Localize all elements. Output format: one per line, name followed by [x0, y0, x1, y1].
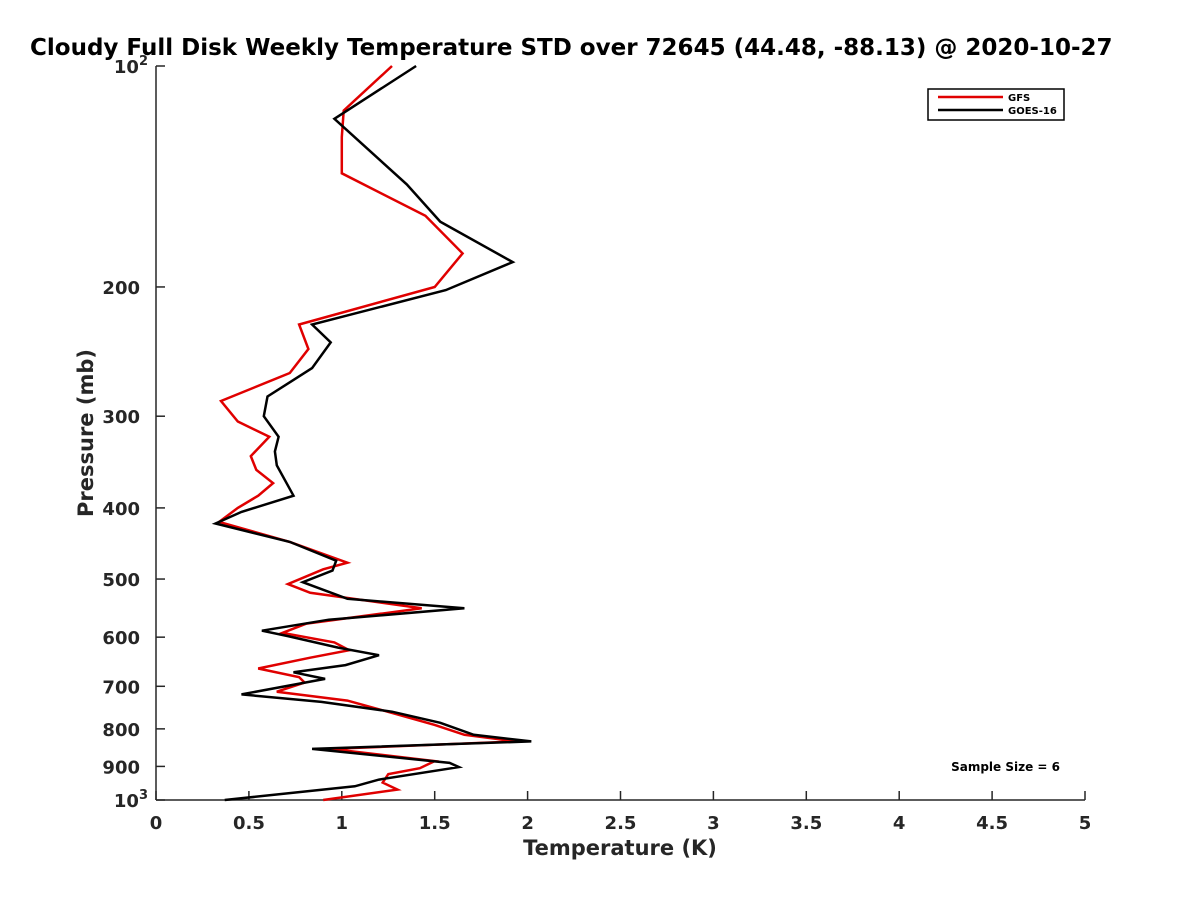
- x-tick-label: 4.5: [976, 813, 1008, 834]
- series-line-gfs: [216, 65, 517, 802]
- series-layer: [211, 64, 532, 802]
- y-tick-label: 500: [102, 570, 140, 591]
- x-tick-label: 3: [707, 813, 720, 834]
- y-tick-label: 103: [114, 788, 148, 812]
- sample-size-annotation: Sample Size = 6: [951, 760, 1060, 774]
- y-tick-label: 300: [102, 407, 140, 428]
- y-tick-label: 800: [102, 720, 140, 741]
- y-tick-label: 200: [102, 278, 140, 299]
- x-tick-label: 0: [150, 813, 163, 834]
- y-tick-label: 400: [102, 499, 140, 520]
- series-line-goes-16: [211, 64, 532, 802]
- x-tick-label: 5: [1079, 813, 1092, 834]
- x-tick-label: 2: [521, 813, 534, 834]
- legend-entry-label: GOES-16: [1008, 106, 1057, 117]
- y-tick-label: 600: [102, 628, 140, 649]
- y-tick-label: 102: [114, 54, 148, 78]
- x-axis-label: Temperature (K): [523, 836, 717, 860]
- y-axis-label: Pressure (mb): [74, 349, 98, 517]
- y-tick-label: 700: [102, 677, 140, 698]
- chart-title: Cloudy Full Disk Weekly Temperature STD …: [30, 35, 1113, 61]
- x-tick-label: 3.5: [790, 813, 822, 834]
- x-tick-label: 4: [893, 813, 906, 834]
- x-tick-label: 2.5: [605, 813, 637, 834]
- plot-axes: 0 0.5 1 1.5 2 2.5 3 3.5 4 4.5 5 102 200 300 400 500 600 7…: [102, 54, 1091, 834]
- legend-box: [927, 88, 1065, 121]
- y-tick-label: 900: [102, 757, 140, 778]
- x-tick-label: 0.5: [233, 813, 265, 834]
- x-tick-label: 1.5: [419, 813, 451, 834]
- legend: GFS GOES-16: [927, 88, 1065, 121]
- x-tick-label: 1: [336, 813, 349, 834]
- legend-entry-label: GFS: [1008, 93, 1030, 104]
